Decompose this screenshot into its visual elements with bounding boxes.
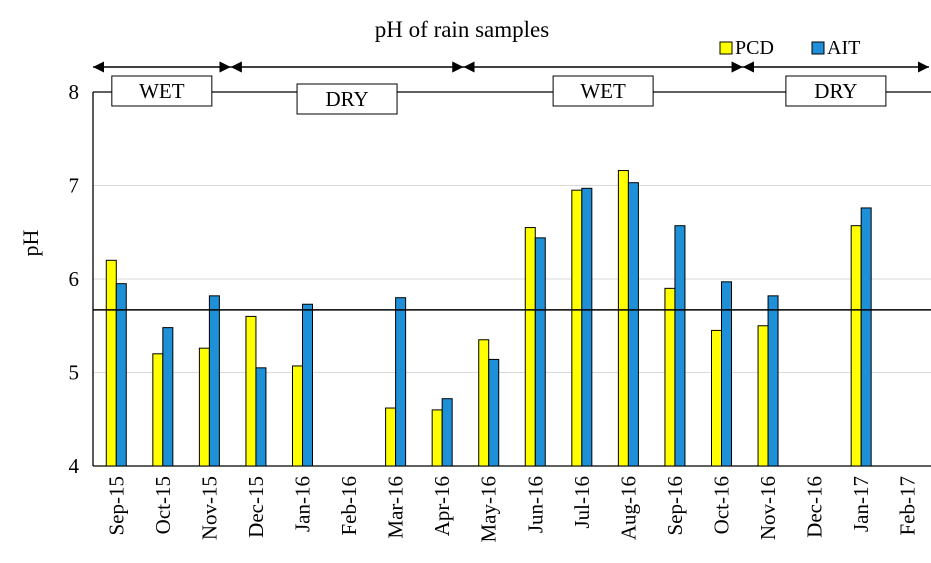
bar-marks <box>93 170 931 467</box>
y-tick-label: 6 <box>69 267 80 291</box>
x-tick-label: Sep-15 <box>104 476 128 536</box>
x-tick-label: Jan-16 <box>291 476 315 532</box>
x-tick-label: Nov-16 <box>756 476 780 540</box>
bar-pcd-oct-16 <box>711 329 722 467</box>
bar-pcd-nov-16 <box>757 325 769 467</box>
y-tick-label: 4 <box>69 454 80 478</box>
y-axis-label: pH <box>18 229 43 256</box>
bar-pcd-jun-16 <box>524 227 536 467</box>
bar-ait-sep-16 <box>674 225 686 467</box>
gridlines <box>92 92 931 467</box>
bar-pcd-may-16 <box>478 339 490 467</box>
legend-label-ait: AIT <box>827 37 860 59</box>
x-tick-label: Sep-16 <box>663 476 687 536</box>
season-label: DRY <box>325 87 368 111</box>
bar-pcd-jan-16 <box>292 365 303 467</box>
x-tick-label: Jun-16 <box>523 476 547 533</box>
bar-ait-jan-17 <box>860 207 872 467</box>
x-tick-label: Aug-16 <box>616 476 640 540</box>
bar-ait-jun-16 <box>534 237 546 467</box>
bar-ait-jul-16 <box>581 187 593 467</box>
bar-pcd-dec-15 <box>245 315 257 467</box>
y-axis-ticks: 4 5 6 7 8 <box>69 80 80 478</box>
x-tick-label: Feb-17 <box>896 476 920 536</box>
legend: PCD AIT <box>719 37 860 59</box>
bar-pcd-mar-16 <box>385 407 397 467</box>
chart-title: pH of rain samples <box>375 17 549 42</box>
x-tick-label: Jan-17 <box>849 476 873 532</box>
x-tick-label: Jul-16 <box>570 476 594 529</box>
bar-ait-oct-15 <box>162 327 174 467</box>
x-tick-label: Apr-16 <box>430 476 454 536</box>
bar-ait-sep-15 <box>115 283 127 467</box>
x-tick-label: Nov-15 <box>197 476 221 540</box>
bar-ait-mar-16 <box>395 297 407 467</box>
season-box <box>296 83 398 115</box>
x-tick-label: Dec-16 <box>803 476 827 538</box>
x-tick-label: Feb-16 <box>337 476 361 536</box>
bar-ait-nov-15 <box>208 295 220 467</box>
x-tick-label: Dec-15 <box>244 476 268 538</box>
bar-ait-apr-16 <box>441 398 453 467</box>
bar-ait-nov-16 <box>767 295 779 467</box>
bar-pcd-sep-15 <box>105 259 117 467</box>
x-tick-label: Oct-15 <box>151 476 175 534</box>
legend-label-pcd: PCD <box>735 37 774 59</box>
season-label: DRY <box>814 79 857 103</box>
bar-pcd-oct-15 <box>152 353 164 467</box>
y-tick-label: 7 <box>69 174 80 198</box>
season-box <box>552 75 654 107</box>
y-tick-label: 5 <box>69 361 80 385</box>
bar-pcd-nov-15 <box>198 347 210 467</box>
bar-ait-oct-16 <box>721 281 732 467</box>
season-bands: WET DRY WET DRY <box>93 61 931 115</box>
bar-ait-aug-16 <box>627 182 639 467</box>
season-label: WET <box>580 79 626 103</box>
bar-pcd-aug-16 <box>617 170 629 467</box>
x-tick-label: Oct-16 <box>710 476 734 534</box>
bar-ait-may-16 <box>488 358 500 467</box>
x-tick-label: Mar-16 <box>384 476 408 539</box>
bar-ait-dec-15 <box>255 367 267 467</box>
season-box <box>785 75 887 107</box>
x-axis-ticks: Sep-15 Oct-15 Nov-15 Dec-15 Jan-16 Feb-16 Mar-… <box>104 476 919 543</box>
x-tick-label: May-16 <box>477 476 501 543</box>
bar-pcd-jan-17 <box>850 225 862 467</box>
bar-pcd-jul-16 <box>571 189 583 467</box>
bar-pcd-sep-16 <box>664 287 676 467</box>
bar-pcd-apr-16 <box>431 409 443 467</box>
season-label: WET <box>139 79 185 103</box>
season-box <box>111 75 213 107</box>
bar-ait-jan-16 <box>302 303 313 467</box>
legend-swatch-ait <box>811 41 825 55</box>
y-tick-label: 8 <box>69 80 80 104</box>
legend-swatch-pcd <box>719 41 733 55</box>
